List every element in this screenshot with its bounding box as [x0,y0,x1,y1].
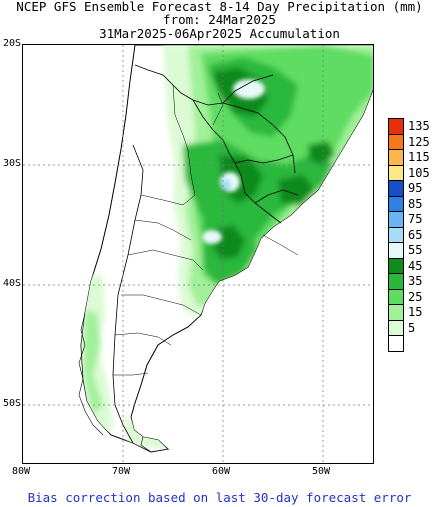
map-canvas [23,45,373,463]
legend-label: 105 [408,165,430,180]
legend-swatch [388,149,404,166]
lon-label-80w: 80W [12,466,31,477]
lat-label-50s: 50S [2,398,21,409]
legend-label: 75 [408,212,423,226]
legend-label: 25 [408,289,423,304]
legend-swatch [388,304,404,321]
legend-swatch [388,242,404,259]
legend-swatch [388,319,404,336]
legend-label: 125 [408,134,430,149]
lat-label-40s: 40S [2,278,21,289]
legend-label: 85 [408,196,423,211]
title-line-1: NCEP GFS Ensemble Forecast 8-14 Day Prec… [16,0,423,14]
legend-label: 15 [408,305,423,319]
country-borders [112,64,299,444]
province-borders [113,84,299,376]
legend-label: 95 [408,181,423,195]
legend-swatch [388,164,404,181]
legend-label: 55 [408,243,423,257]
legend-swatch [388,133,404,150]
precip-shading [81,45,373,450]
legend-label: 65 [408,227,423,242]
legend-swatch [388,118,404,135]
legend-swatch [388,226,404,243]
precipitation-map [22,44,374,464]
title-line-3: 31Mar2025-06Apr2025 Accumulation [99,26,340,41]
legend-swatch [388,257,404,274]
coastline-detail [78,312,152,453]
legend-swatch [388,180,404,197]
lat-label-30s: 30S [2,158,21,169]
graticule [23,45,373,463]
legend-swatch [388,288,404,305]
lon-label-70w: 70W [112,466,131,477]
lat-label-20s: 20S [2,38,21,49]
legend-label: 35 [408,274,423,288]
legend-label: 115 [408,150,430,164]
title-line-2: from: 24Mar2025 [163,12,276,27]
legend-label: 5 [408,320,416,335]
legend-label: 45 [408,258,423,273]
legend-swatch [388,335,404,352]
lon-label-60w: 60W [212,466,231,477]
legend-swatch [388,211,404,228]
legend-swatch [388,195,404,212]
legend-label: 135 [408,119,430,133]
footer-note: Bias correction based on last 30-day for… [27,490,412,505]
legend-swatch [388,273,404,290]
lon-label-50w: 50W [312,466,331,477]
